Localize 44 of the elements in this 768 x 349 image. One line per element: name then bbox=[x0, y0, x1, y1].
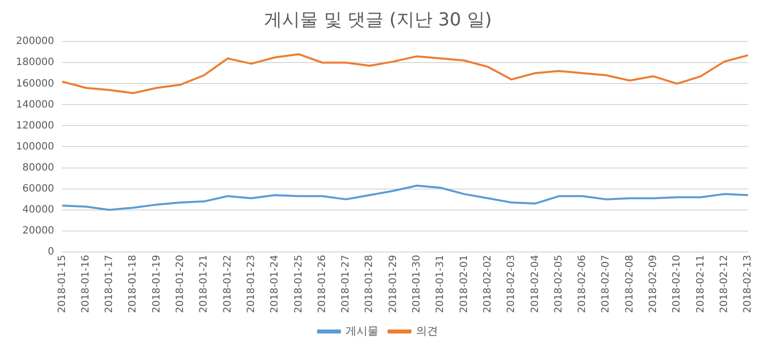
x-tick-label: 2018-02-11 bbox=[695, 254, 706, 314]
x-tick-label: 2018-02-06 bbox=[577, 254, 588, 314]
x-tick-label: 2018-01-24 bbox=[270, 254, 281, 314]
x-tick-label: 2018-01-30 bbox=[412, 254, 423, 314]
x-tick-label: 2018-02-04 bbox=[530, 254, 541, 314]
x-tick-label: 2018-01-21 bbox=[198, 254, 210, 314]
x-tick-label: 2018-01-17 bbox=[104, 254, 116, 314]
x-tick-label: 2018-02-12 bbox=[718, 254, 730, 314]
x-tick-label: 2018-01-31 bbox=[435, 254, 446, 314]
x-tick-label: 2018-02-09 bbox=[648, 254, 659, 314]
x-tick-label: 2018-02-05 bbox=[553, 254, 564, 314]
x-tick-label: 2018-02-08 bbox=[624, 254, 636, 314]
x-tick-label: 2018-01-28 bbox=[364, 254, 376, 314]
chart-title: 게시물 및 댓글 (지난 30 일) bbox=[264, 9, 492, 30]
x-tick-label: 2018-02-01 bbox=[458, 254, 470, 314]
y-tick-label: 160000 bbox=[16, 78, 54, 90]
x-tick-label: 2018-02-10 bbox=[672, 254, 683, 314]
y-tick-label: 80000 bbox=[22, 162, 54, 174]
x-tick-label: 2018-02-07 bbox=[600, 254, 612, 314]
y-tick-label: 40000 bbox=[22, 204, 54, 216]
legend-label: 의견 bbox=[416, 324, 438, 338]
x-tick-label: 2018-02-02 bbox=[482, 254, 494, 314]
y-tick-label: 60000 bbox=[22, 183, 54, 194]
x-tick-label: 2018-01-22 bbox=[222, 254, 234, 314]
x-tick-label: 2018-01-18 bbox=[128, 254, 139, 314]
x-tick-label: 2018-01-20 bbox=[175, 254, 186, 314]
legend-label: 게시물 bbox=[346, 324, 378, 338]
x-tick-label: 2018-01-16 bbox=[80, 254, 92, 314]
y-tick-label: 120000 bbox=[16, 120, 54, 132]
x-tick-label: 2018-01-29 bbox=[388, 254, 399, 314]
y-tick-label: 200000 bbox=[16, 36, 54, 48]
y-tick-label: 180000 bbox=[16, 57, 54, 68]
x-tick-label: 2018-02-03 bbox=[506, 254, 518, 314]
y-tick-label: 100000 bbox=[16, 141, 54, 152]
x-tick-label: 2018-01-19 bbox=[151, 254, 162, 314]
y-tick-label: 20000 bbox=[22, 225, 54, 236]
x-tick-label: 2018-01-25 bbox=[293, 254, 304, 314]
x-tick-label: 2018-01-27 bbox=[340, 254, 352, 314]
y-tick-label: 0 bbox=[48, 246, 54, 258]
x-tick-label: 2018-01-23 bbox=[246, 254, 257, 314]
x-tick-label: 2018-01-26 bbox=[316, 254, 328, 314]
x-tick-label: 2018-02-13 bbox=[742, 254, 754, 314]
y-tick-label: 140000 bbox=[16, 99, 54, 110]
x-tick-label: 2018-01-15 bbox=[56, 254, 68, 314]
